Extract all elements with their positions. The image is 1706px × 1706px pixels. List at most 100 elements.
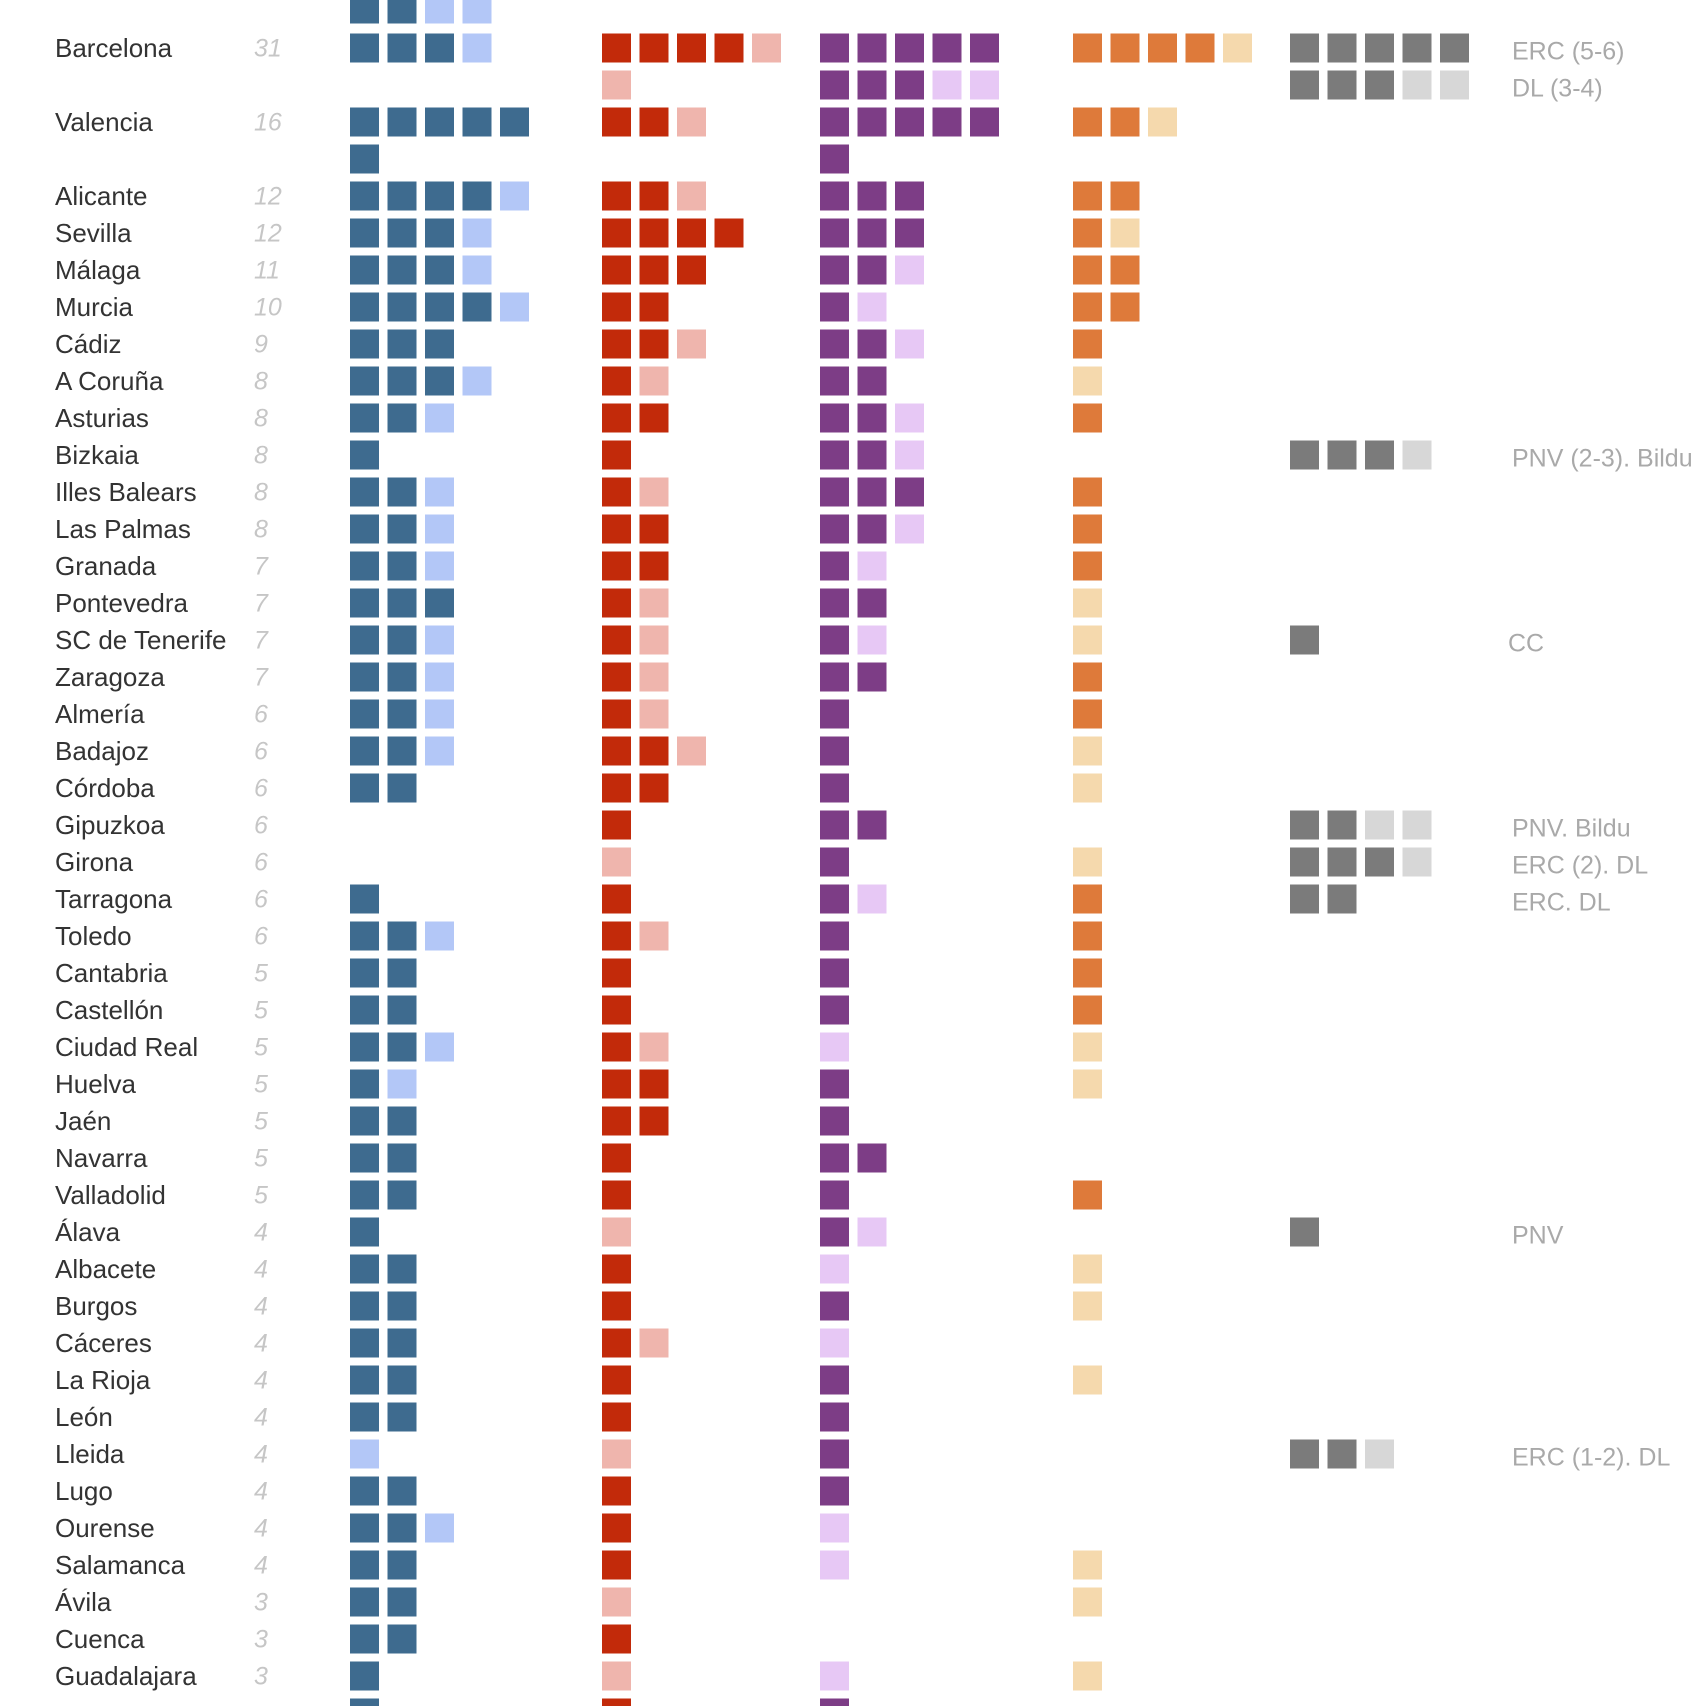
seat-block-pp-solid [387,329,417,359]
seat-block-cs-light [1073,1365,1102,1395]
seat-block-podemos-solid [820,1069,849,1099]
province-label: Granada [55,551,157,581]
seat-block-podemos-solid [820,1439,849,1469]
seat-block-pp-solid [387,1143,417,1173]
seat-block-others-solid [1365,847,1394,877]
seat-block-pp-solid [350,1365,379,1395]
seat-block-pp-solid [350,625,379,655]
seat-block-pp-solid [387,1513,417,1543]
seat-block-psoe-solid [602,1328,631,1358]
seat-block-pp-light [425,477,454,507]
seat-block-psoe-solid [602,884,631,914]
seat-block-podemos-light [857,884,887,914]
seat-block-podemos-light [932,70,962,100]
seat-block-psoe-solid [639,107,669,137]
seat-block-pp-solid [350,107,379,137]
seat-block-pp-light [462,33,492,63]
seat-block-psoe-solid [639,551,669,581]
seat-block-pp-solid [350,662,379,692]
seat-block-others-light [1402,847,1432,877]
seat-block-pp-solid [387,107,417,137]
seat-block-podemos-solid [820,810,849,840]
seat-block-psoe-solid [639,514,669,544]
seat-block-pp-solid [350,144,379,174]
seat-block-pp-light [425,625,454,655]
province-label: Valladolid [55,1180,166,1210]
seat-block-pp-solid [425,218,454,248]
seat-block-psoe-solid [639,403,669,433]
seat-block-pp-solid [350,1402,379,1432]
seat-block-pp-solid [387,588,417,618]
seat-block-others-solid [1327,884,1357,914]
seat-block-pp-solid [350,403,379,433]
seat-block-pp-solid [350,366,379,396]
seat-block-psoe-solid [677,255,706,285]
seat-block-pp-solid [350,181,379,211]
seat-block-psoe-light [639,1032,669,1062]
seat-block-pp-solid [387,1624,417,1654]
seat-block-psoe-solid [602,1032,631,1062]
seat-block-pp-solid [387,218,417,248]
seat-block-psoe-light [602,1439,631,1469]
seat-block-podemos-solid [857,440,887,470]
seat-count: 4 [254,1330,268,1358]
seat-count: 5 [254,997,268,1025]
province-label: Bizkaia [55,440,139,470]
seat-block-pp-solid [387,699,417,729]
seat-block-psoe-solid [602,329,631,359]
seat-block-cs-light [1073,773,1102,803]
seat-block-podemos-solid [857,107,887,137]
seat-block-psoe-solid [602,1402,631,1432]
seat-count: 16 [254,109,282,137]
seat-block-podemos-light [895,255,924,285]
seat-count: 6 [254,849,268,877]
seat-block-psoe-solid [602,810,631,840]
seat-block-podemos-solid [857,403,887,433]
seat-block-podemos-solid [857,662,887,692]
seat-block-cs-light [1073,1032,1102,1062]
seat-block-podemos-light [820,1661,849,1691]
seat-block-pp-light [425,921,454,951]
seat-block-podemos-solid [857,181,887,211]
seat-block-psoe-solid [602,1513,631,1543]
seat-block-cs-solid [1073,958,1102,988]
seat-block-pp-solid [350,1217,379,1247]
seat-block-psoe-solid [639,1106,669,1136]
province-label: Cádiz [55,329,121,359]
seat-block-podemos-solid [820,477,849,507]
other-parties-note: ERC (1-2). DL [1512,1444,1670,1472]
seat-block-podemos-solid [820,884,849,914]
seat-block-podemos-solid [895,181,924,211]
seat-block-psoe-light [677,329,706,359]
seat-count: 6 [254,775,268,803]
seat-block-cs-solid [1073,33,1102,63]
seat-block-psoe-solid [602,1180,631,1210]
seat-count: 8 [254,516,268,544]
seat-block-cs-solid [1073,514,1102,544]
seat-block-psoe-solid [677,218,706,248]
province-label: Badajoz [55,736,149,766]
seat-count: 12 [254,183,282,211]
seat-block-cs-light [1073,1254,1102,1284]
seat-block-psoe-solid [602,551,631,581]
seat-block-podemos-light [895,403,924,433]
seat-count: 8 [254,442,268,470]
seat-block-podemos-solid [820,736,849,766]
province-label: Toledo [55,921,132,951]
seat-block-pp-solid [350,292,379,322]
seat-block-pp-solid [462,292,492,322]
province-label: Castellón [55,995,163,1025]
seat-block-psoe-solid [602,403,631,433]
seat-count: 4 [254,1404,268,1432]
seat-block-psoe-light [677,736,706,766]
seat-count: 6 [254,886,268,914]
seat-block-pp-solid [387,292,417,322]
seat-block-podemos-solid [820,1291,849,1321]
seat-block-cs-solid [1110,33,1140,63]
seat-count: 5 [254,1182,268,1210]
seat-block-cs-solid [1073,662,1102,692]
seat-block-psoe-light [677,107,706,137]
seat-block-pp-solid [387,662,417,692]
province-label: Huelva [55,1069,136,1099]
seat-block-pp-solid [350,1328,379,1358]
